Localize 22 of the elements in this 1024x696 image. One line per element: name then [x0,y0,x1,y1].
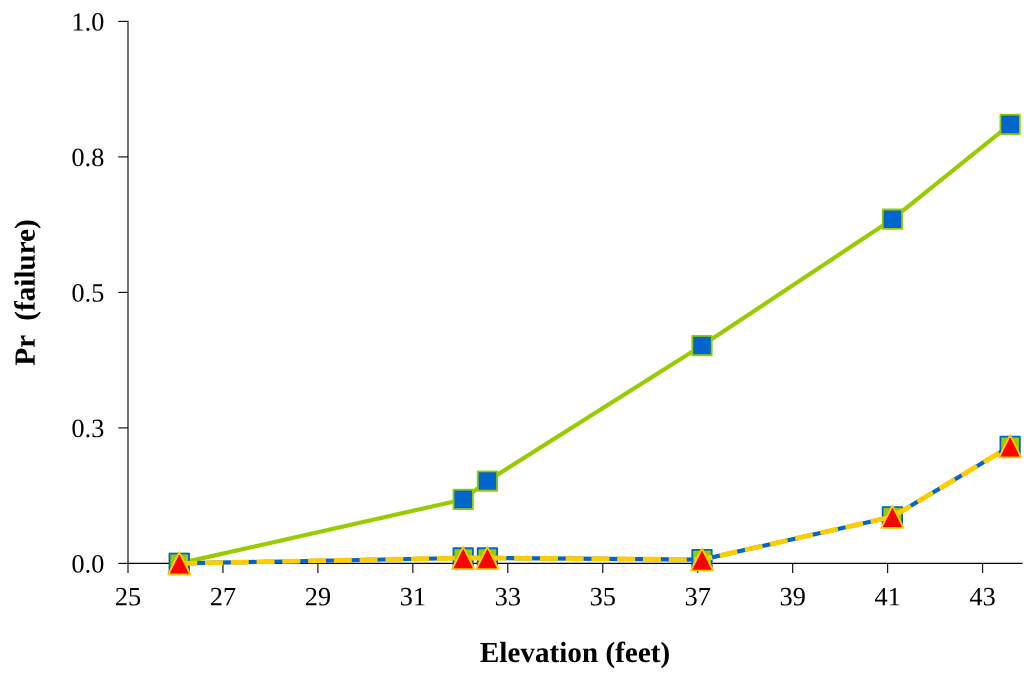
x-tick-label: 41 [874,587,900,606]
x-tick-label: 35 [590,587,615,606]
point [881,208,904,230]
y-tick-label: 0.3 [72,419,104,438]
point [691,334,713,357]
x-tick-label: 29 [305,587,331,606]
x-tick-label: 31 [400,587,425,606]
y-tick-label: 1.0 [73,13,104,31]
y-axis-title: Pr (failure) [14,220,41,366]
point [476,470,499,492]
x-tick-label: 33 [495,587,520,606]
x-tick-label: 43 [969,587,995,606]
x-axis-title: Elevation (feet) [480,641,669,669]
point [999,113,1021,136]
y-tick-label: 0.8 [72,148,104,167]
x-tick-label: 27 [210,587,236,606]
x-tick-label: 25 [115,587,141,606]
point [452,488,474,511]
x-tick-label: 37 [685,587,711,606]
x-tick-label: 39 [780,587,805,606]
y-tick-label: 0.5 [72,284,104,302]
y-tick-label: 0.0 [72,555,104,573]
